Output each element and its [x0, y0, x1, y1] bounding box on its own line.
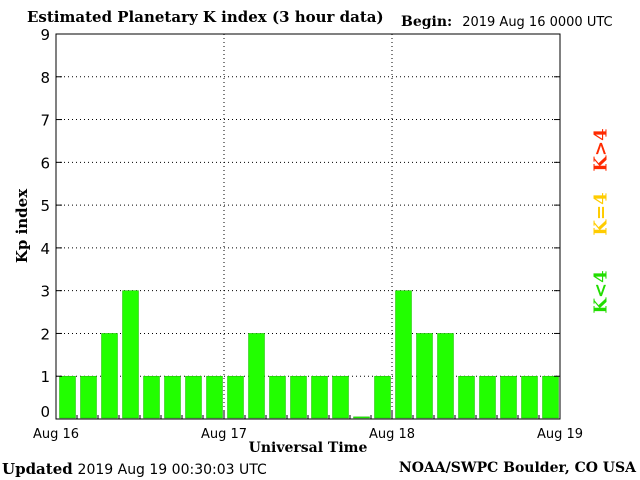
x-tick-label: Aug 16 [33, 427, 79, 442]
y-tick-label: 1 [40, 368, 50, 386]
kp-bar [521, 375, 538, 419]
tick-layer: 0 1 2 3 4 5 6 7 8 9 Aug 16 Aug 17 Aug 18 Aug 19 [33, 26, 583, 442]
legend-k-low: K<4 [590, 270, 612, 314]
updated-info: Updated 2019 Aug 19 00:30:03 UTC [2, 460, 267, 478]
kp-bar [164, 375, 181, 419]
kp-bar [311, 375, 328, 419]
kp-bar [101, 333, 118, 419]
kp-bar [185, 375, 202, 419]
kp-bar [59, 375, 76, 419]
y-tick-label: 7 [40, 112, 50, 130]
x-axis-label: Universal Time [248, 440, 368, 456]
kp-bar [542, 375, 559, 419]
kp-bar [395, 290, 412, 419]
y-axis-label: Kp index [13, 188, 31, 264]
kp-bar [332, 375, 349, 419]
updated-label: Updated [2, 460, 73, 478]
legend-k-high: K>4 [590, 128, 612, 172]
kp-bar [500, 375, 517, 419]
kp-bar [458, 375, 475, 419]
y-tick-label: 0 [40, 403, 50, 421]
kp-bar [143, 375, 160, 419]
kp-bar [269, 375, 286, 419]
kp-bar [416, 333, 433, 419]
plot-frame [55, 33, 561, 420]
kp-bar [227, 375, 244, 419]
kp-bar [353, 416, 370, 419]
y-tick-label: 6 [40, 154, 50, 172]
y-tick-label: 8 [40, 69, 50, 87]
y-tick-label: 5 [40, 197, 50, 215]
kp-bar [248, 333, 265, 419]
kp-bar [290, 375, 307, 419]
kp-bar [374, 375, 391, 419]
chart-title: Estimated Planetary K index (3 hour data… [27, 8, 384, 26]
kp-bar [437, 333, 454, 419]
updated-value: 2019 Aug 19 00:30:03 UTC [77, 462, 267, 478]
kp-bar [206, 375, 223, 419]
begin-value: 2019 Aug 16 0000 UTC [462, 15, 613, 30]
credit-text: NOAA/SWPC Boulder, CO USA [398, 460, 636, 476]
begin-info: Begin: 2019 Aug 16 0000 UTC [401, 14, 613, 30]
grid-layer [56, 34, 560, 419]
x-tick-label: Aug 17 [201, 427, 247, 442]
y-tick-label: 4 [40, 240, 50, 258]
kp-bar [479, 375, 496, 419]
begin-label: Begin: [401, 14, 453, 30]
bar-layer [59, 290, 559, 419]
x-tick-label: Aug 18 [369, 427, 415, 442]
y-tick-label: 3 [40, 283, 50, 301]
legend-k-equal: K=4 [590, 192, 612, 236]
y-tick-label: 9 [40, 26, 50, 44]
kp-bar [80, 375, 97, 419]
x-tick-label: Aug 19 [537, 427, 583, 442]
y-tick-label: 2 [40, 325, 50, 343]
kp-bar [122, 290, 139, 419]
